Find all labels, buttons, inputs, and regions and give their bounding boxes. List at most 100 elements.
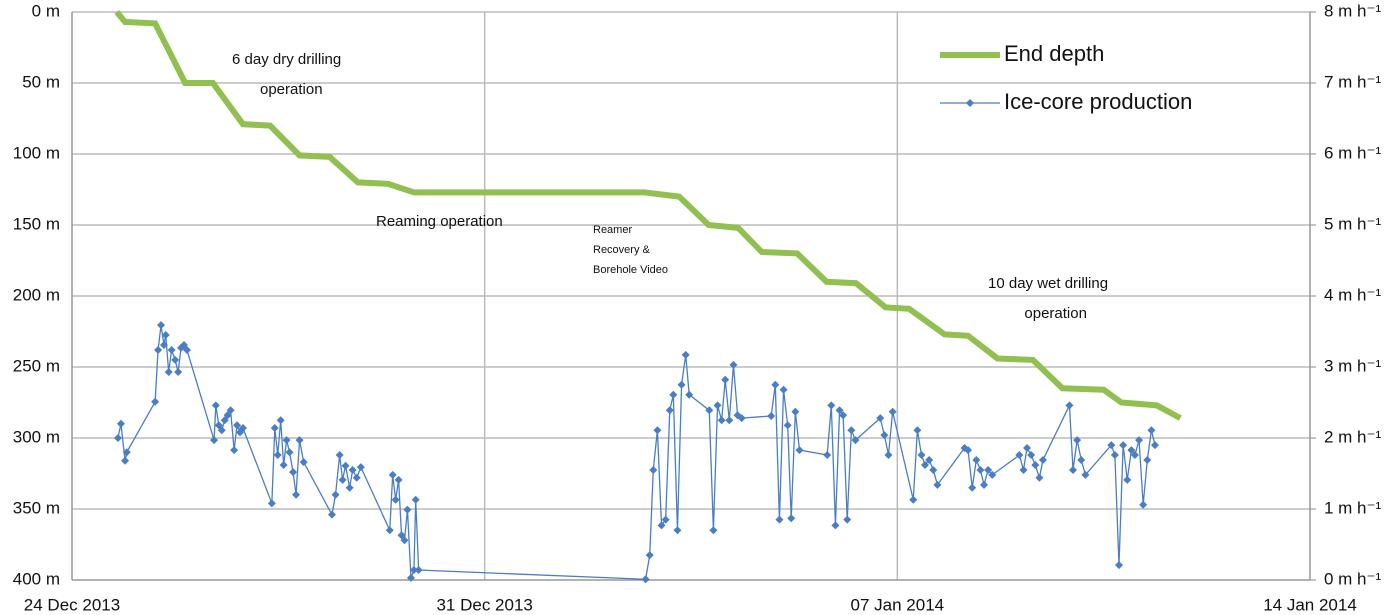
point — [409, 566, 418, 575]
point — [348, 465, 357, 474]
point — [665, 406, 674, 415]
point — [1077, 456, 1086, 465]
point — [226, 406, 235, 415]
point — [1123, 475, 1132, 484]
point — [292, 490, 301, 499]
y-tick-label: 300 m — [13, 427, 60, 446]
y-tick-label: 400 m — [13, 569, 60, 588]
point — [270, 424, 279, 433]
point — [1139, 500, 1148, 509]
point — [414, 566, 423, 575]
x-tick-label: 14 Jan 2014 — [1263, 595, 1357, 614]
point — [933, 480, 942, 489]
annotation: 10 day wet drilling — [988, 275, 1108, 292]
point — [968, 483, 977, 492]
point — [964, 446, 973, 455]
point — [394, 475, 403, 484]
point — [335, 451, 344, 460]
point — [1027, 451, 1036, 460]
point — [233, 421, 242, 430]
point — [1147, 426, 1156, 435]
y2-tick-label: 6 m h⁻¹ — [1324, 143, 1381, 162]
point — [1114, 561, 1123, 570]
point — [645, 551, 654, 560]
point — [122, 448, 131, 457]
point — [823, 451, 832, 460]
annotation: Recovery & — [593, 244, 651, 256]
point — [979, 480, 988, 489]
point — [157, 321, 166, 330]
point — [151, 397, 160, 406]
point — [709, 526, 718, 535]
point — [791, 407, 800, 416]
point — [888, 407, 897, 416]
legend-label: End depth — [1004, 41, 1104, 66]
point — [1119, 441, 1128, 450]
legend-label: Ice-core production — [1004, 89, 1192, 114]
point — [331, 490, 340, 499]
annotation: operation — [1024, 305, 1087, 322]
point — [116, 419, 125, 428]
point — [299, 458, 308, 467]
point — [851, 436, 860, 445]
point — [649, 465, 658, 474]
y2-tick-label: 5 m h⁻¹ — [1324, 214, 1381, 233]
point — [1019, 465, 1028, 474]
y2-tick-label: 7 m h⁻¹ — [1324, 72, 1381, 91]
point — [154, 345, 163, 354]
point — [767, 411, 776, 420]
point — [345, 483, 354, 492]
point — [839, 411, 848, 420]
point — [1127, 446, 1136, 455]
point — [1143, 456, 1152, 465]
y2-tick-label: 8 m h⁻¹ — [1324, 1, 1381, 20]
point — [843, 515, 852, 524]
point — [657, 521, 666, 530]
point — [230, 446, 239, 455]
series-line — [114, 10, 1182, 421]
series-line — [117, 325, 1156, 580]
point — [669, 390, 678, 399]
y-tick-label: 50 m — [22, 72, 60, 91]
point — [831, 521, 840, 530]
point — [273, 451, 282, 460]
point — [121, 456, 130, 465]
point — [913, 426, 922, 435]
point — [917, 451, 926, 460]
x-tick-label: 31 Dec 2013 — [436, 595, 532, 614]
y-tick-label: 150 m — [13, 214, 60, 233]
point — [1038, 456, 1047, 465]
x-tick-label: 24 Dec 2013 — [24, 595, 120, 614]
point — [113, 434, 122, 442]
point — [338, 475, 347, 484]
point — [847, 426, 856, 435]
point — [161, 331, 170, 340]
annotation: Borehole Video — [593, 264, 668, 276]
y-tick-label: 250 m — [13, 356, 60, 375]
point — [403, 505, 412, 514]
point — [282, 436, 291, 445]
point — [400, 536, 409, 545]
point — [909, 495, 918, 504]
point — [1130, 451, 1139, 460]
point — [988, 470, 997, 479]
y-tick-label: 200 m — [13, 285, 60, 304]
point — [827, 401, 836, 410]
point — [406, 573, 415, 582]
point — [685, 390, 694, 399]
point — [391, 495, 400, 504]
y-tick-label: 350 m — [13, 498, 60, 517]
point — [1035, 473, 1044, 482]
y2-tick-label: 1 m h⁻¹ — [1324, 498, 1381, 517]
point — [984, 465, 993, 474]
point — [661, 515, 670, 524]
point — [721, 375, 730, 384]
y2-tick-label: 4 m h⁻¹ — [1324, 285, 1381, 304]
point — [295, 436, 304, 445]
point — [787, 514, 796, 523]
point — [167, 345, 176, 354]
point — [352, 473, 361, 482]
annotation: Reaming operation — [376, 213, 503, 230]
point — [1069, 465, 1078, 474]
point — [1107, 441, 1116, 450]
